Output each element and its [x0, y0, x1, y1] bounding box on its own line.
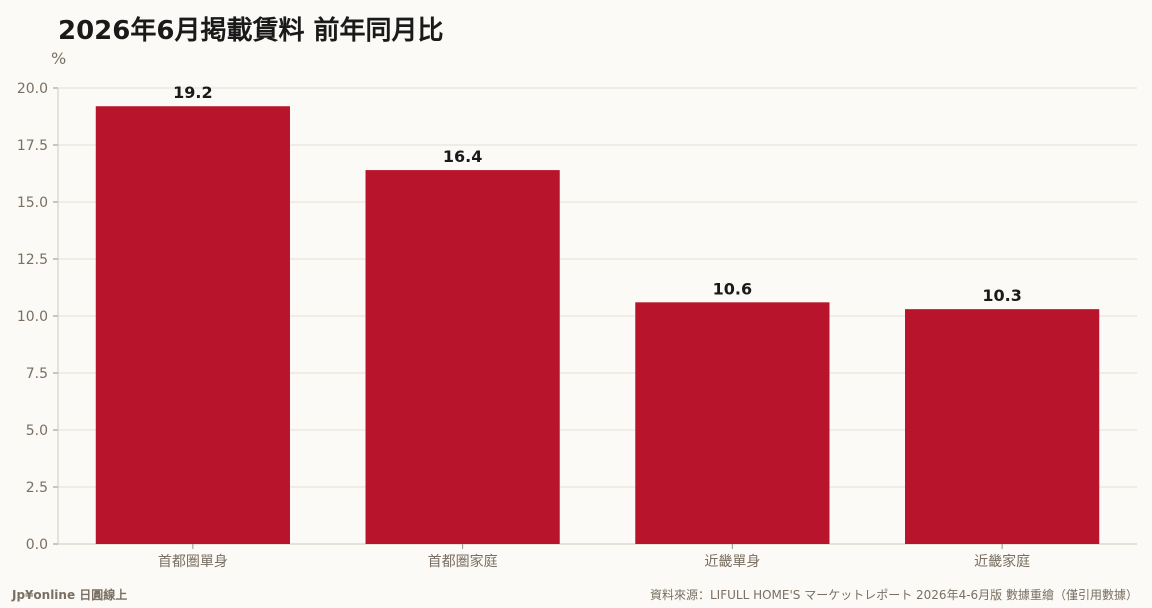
y-tick-label: 20.0: [17, 81, 48, 97]
x-category-label: 近畿家庭: [974, 553, 1030, 570]
bars: [95, 106, 1100, 545]
y-tick-label: 17.5: [17, 138, 48, 154]
source-note: 資料來源：LIFULL HOME'S マーケットレポート 2026年4-6月版 …: [649, 588, 1138, 602]
bar-value-label: 16.4: [443, 147, 482, 166]
y-tick-label: 10.0: [17, 309, 48, 325]
chart-title: 2026年6月掲載賃料 前年同月比: [58, 16, 444, 46]
y-axis-unit-label: %: [51, 49, 67, 68]
bar-value-label: 10.6: [713, 279, 752, 298]
brand-label: Jp¥online 日圓線上: [12, 588, 128, 602]
tick-labels: 0.0 2.5 5.0 7.5 10.0 12.5 15.0 17.5 20.0 首都圏單身 首都圏…: [17, 81, 1030, 570]
y-tick-label: 12.5: [17, 252, 48, 268]
bar: [905, 309, 1100, 544]
x-category-label: 近畿單身: [704, 554, 760, 570]
y-tick-label: 15.0: [17, 195, 48, 211]
bar: [635, 302, 830, 544]
bar-value-label: 10.3: [982, 286, 1021, 305]
bar: [365, 170, 560, 544]
y-tick-label: 0.0: [26, 537, 48, 553]
y-tick-label: 5.0: [26, 423, 48, 439]
y-tick-label: 7.5: [26, 366, 48, 382]
x-category-label: 首都圏家庭: [428, 553, 498, 570]
y-tick-label: 2.5: [26, 480, 48, 496]
value-labels: 19.2 16.4 10.6 10.3: [173, 83, 1022, 305]
bar: [95, 106, 290, 545]
x-category-label: 首都圏單身: [158, 554, 228, 570]
bar-value-label: 19.2: [173, 83, 212, 102]
